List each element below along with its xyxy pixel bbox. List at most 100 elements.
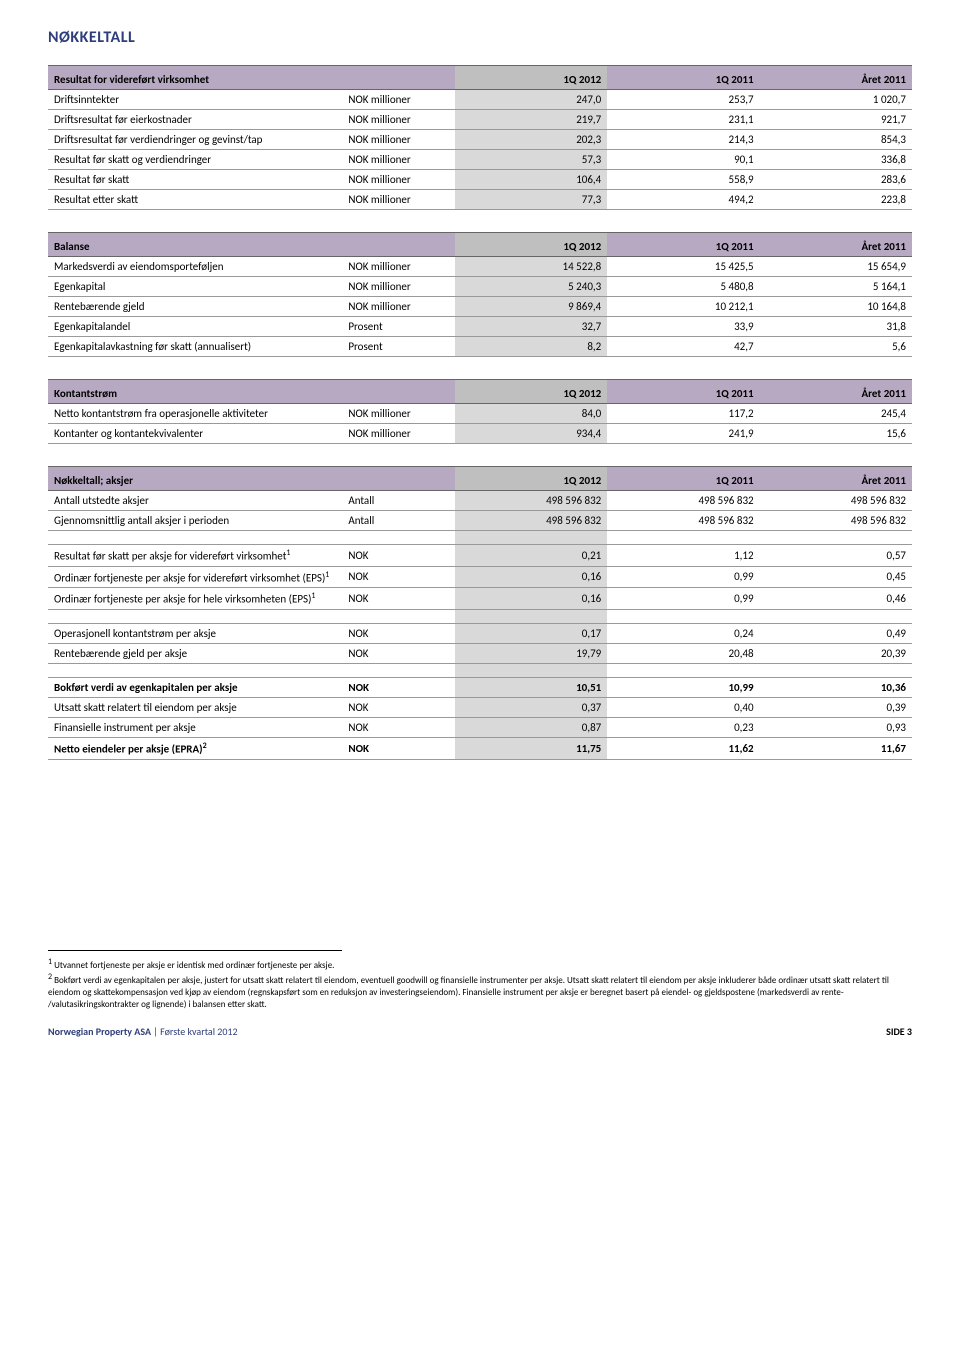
financial-table: Balanse1Q 20121Q 2011Året 2011Markedsver… — [48, 232, 912, 357]
table-cell: Kontanter og kontantekvivalenter — [48, 424, 342, 444]
table-cell: 15 425,5 — [607, 257, 759, 277]
table-row: Bokført verdi av egenkapitalen per aksje… — [48, 677, 912, 697]
footnote-2: Bokført verdi av egenkapitalen per aksje… — [48, 975, 889, 1010]
table-cell: NOK millioner — [342, 150, 455, 170]
table-cell: 10 212,1 — [607, 297, 759, 317]
page-title: NØKKELTALL — [48, 28, 912, 47]
table-row: Driftsresultat før verdiendringer og gev… — [48, 130, 912, 150]
table-cell: 494,2 — [607, 190, 759, 210]
table-header-cell: 1Q 2011 — [607, 380, 759, 404]
table-header-cell: Resultat for videreført virksomhet — [48, 66, 342, 90]
table-header-cell: 1Q 2011 — [607, 467, 759, 491]
table-cell: NOK millioner — [342, 130, 455, 150]
table-cell: Netto kontantstrøm fra operasjonelle akt… — [48, 404, 342, 424]
table-cell: Utsatt skatt relatert til eiendom per ak… — [48, 697, 342, 717]
table-header-cell: Kontantstrøm — [48, 380, 342, 404]
table-cell: Resultat etter skatt — [48, 190, 342, 210]
table-cell: 0,23 — [607, 717, 759, 737]
financial-table: Kontantstrøm 1Q 20121Q 2011Året 2011 Netto… — [48, 379, 912, 444]
table-row: Resultat før skattNOK millioner106,4558,… — [48, 170, 912, 190]
table-cell: 15,6 — [760, 424, 912, 444]
table-cell: 20,39 — [760, 643, 912, 663]
table-row: Netto kontantstrøm fra operasjonelle akt… — [48, 404, 912, 424]
table-cell: 11,75 — [455, 737, 607, 759]
table-header-cell: Året 2011 — [760, 380, 912, 404]
table-cell: NOK — [342, 623, 455, 643]
table-row: Rentebærende gjeld per aksjeNOK19,7920,4… — [48, 643, 912, 663]
footnotes: 1 Utvannet fortjeneste per aksje er iden… — [48, 957, 912, 1012]
table-cell: 283,6 — [760, 170, 912, 190]
table-cell: 854,3 — [760, 130, 912, 150]
table-cell: 42,7 — [607, 337, 759, 357]
table-row: Ordinær fortjeneste per aksje for hele v… — [48, 588, 912, 610]
table-cell: 0,45 — [760, 566, 912, 588]
table-blank-row — [48, 531, 912, 545]
table-cell: Ordinær fortjeneste per aksje for hele v… — [48, 588, 342, 610]
table-row: Egenkapitalavkastning før skatt (annuali… — [48, 337, 912, 357]
table-cell: 11,67 — [760, 737, 912, 759]
table-cell: NOK millioner — [342, 277, 455, 297]
table-cell: NOK — [342, 643, 455, 663]
table-cell: Prosent — [342, 317, 455, 337]
table-header-cell: Året 2011 — [760, 467, 912, 491]
table-cell: 0,93 — [760, 717, 912, 737]
table-cell: NOK millioner — [342, 424, 455, 444]
table-row: Markedsverdi av eiendomsporteføljenNOK m… — [48, 257, 912, 277]
table-cell: 498 596 832 — [455, 511, 607, 531]
table-cell: 32,7 — [455, 317, 607, 337]
table-cell: NOK millioner — [342, 404, 455, 424]
footer-sep: | — [151, 1025, 160, 1038]
table-cell: 20,48 — [607, 643, 759, 663]
table-cell: NOK — [342, 677, 455, 697]
table-cell: Operasjonell kontantstrøm per aksje — [48, 623, 342, 643]
table-cell: 498 596 832 — [607, 511, 759, 531]
table-cell: NOK — [342, 697, 455, 717]
financial-table: Resultat for videreført virksomhet1Q 201… — [48, 65, 912, 210]
table-cell: Antall — [342, 491, 455, 511]
table-cell: Prosent — [342, 337, 455, 357]
table-cell: 0,21 — [455, 545, 607, 567]
table-header-cell — [342, 380, 455, 404]
table-header-cell: 1Q 2012 — [455, 233, 607, 257]
table-cell: Markedsverdi av eiendomsporteføljen — [48, 257, 342, 277]
table-cell: 231,1 — [607, 110, 759, 130]
table-header-cell — [342, 66, 455, 90]
table-cell: Netto eiendeler per aksje (EPRA)2 — [48, 737, 342, 759]
table-cell: 0,46 — [760, 588, 912, 610]
table-cell: 0,99 — [607, 588, 759, 610]
table-cell: Egenkapitalandel — [48, 317, 342, 337]
table-cell: 10 164,8 — [760, 297, 912, 317]
table-cell: 5 164,1 — [760, 277, 912, 297]
table-cell: 336,8 — [760, 150, 912, 170]
table-cell: 14 522,8 — [455, 257, 607, 277]
table-cell: 0,99 — [607, 566, 759, 588]
table-row: Driftsresultat før eierkostnaderNOK mill… — [48, 110, 912, 130]
table-cell: NOK — [342, 717, 455, 737]
table-cell: Finansielle instrument per aksje — [48, 717, 342, 737]
table-blank-row — [48, 609, 912, 623]
page-footer: Norwegian Property ASA | Første kvartal … — [48, 1025, 912, 1038]
table-cell: Driftsresultat før verdiendringer og gev… — [48, 130, 342, 150]
table-cell: 90,1 — [607, 150, 759, 170]
table-cell: NOK — [342, 545, 455, 567]
table-cell: 0,39 — [760, 697, 912, 717]
table-row: Resultat før skatt og verdiendringerNOK … — [48, 150, 912, 170]
table-row: DriftsinntekterNOK millioner247,0253,71 … — [48, 90, 912, 110]
table-cell: NOK — [342, 588, 455, 610]
table-row: Kontanter og kontantekvivalenterNOK mill… — [48, 424, 912, 444]
table-cell: Gjennomsnittlig antall aksjer i perioden — [48, 511, 342, 531]
table-cell: 0,24 — [607, 623, 759, 643]
table-cell: 5 480,8 — [607, 277, 759, 297]
table-cell: Antall utstedte aksjer — [48, 491, 342, 511]
table-header-cell: 1Q 2012 — [455, 467, 607, 491]
table-cell: NOK — [342, 566, 455, 588]
table-cell: Bokført verdi av egenkapitalen per aksje — [48, 677, 342, 697]
table-cell: 498 596 832 — [607, 491, 759, 511]
table-header-cell: 1Q 2012 — [455, 380, 607, 404]
table-header-cell: Året 2011 — [760, 233, 912, 257]
table-cell: 0,40 — [607, 697, 759, 717]
table-cell: 498 596 832 — [760, 491, 912, 511]
table-cell: NOK millioner — [342, 190, 455, 210]
table-cell: 10,36 — [760, 677, 912, 697]
table-cell: 5,6 — [760, 337, 912, 357]
